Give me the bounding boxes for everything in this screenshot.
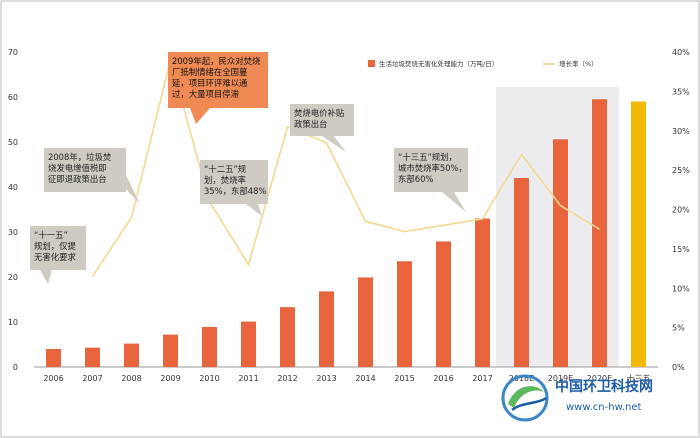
x-tick-label: 2012 [277,374,297,383]
callout-line: 厂抵制情绪在全国蔓 [172,67,248,77]
x-tick-label: 2009 [160,374,180,383]
callout-box [200,160,268,204]
y-left-tick-label: 70 [8,48,18,57]
x-tick-label: 2019E [548,374,573,383]
callout-line: 烧发电增值税即 [48,163,107,173]
y-right-tick-label: 15% [672,245,690,254]
x-tick-label: 2014 [355,374,375,383]
y-right-tick-label: 20% [672,206,690,215]
callout-line: 无害化要求 [34,252,76,262]
watermark: 中国环卫科技网 www.cn-hw.net [501,374,653,422]
callout-line: “十三五”规划， [398,152,457,162]
callout-line: 延，项目环评难以通 [172,78,248,88]
callout-line: 2008年，垃圾焚 [48,152,112,162]
callout-line: “十一五” [34,230,68,240]
callout-line: 东部60% [398,174,433,184]
bar [553,139,568,367]
y-left-tick-label: 40 [8,183,18,192]
x-tick-label: 2016 [433,374,453,383]
bar [436,241,451,367]
bar [280,307,295,367]
y-right-tick-label: 0% [672,363,685,372]
bar [163,334,178,367]
y-left-tick-label: 30 [8,228,18,237]
bar [124,343,139,367]
bar [592,99,607,367]
bar [202,326,217,367]
x-tick-label: 2018E [509,374,534,383]
watermark-logo-leaf [508,386,544,408]
bar [358,277,373,367]
callout-box [394,148,468,192]
x-tick-label: 2015 [394,374,414,383]
x-tick-label: 2010 [199,374,219,383]
callout-box [290,104,354,136]
watermark-site-name: 中国环卫科技网 [555,378,653,395]
callout-line: 2009年起，民众对焚烧 [172,56,261,66]
y-left-tick-label: 50 [8,138,18,147]
callout-line: 35%，东部48% [204,186,266,196]
callout-line: 城市焚烧率50%， [398,163,467,173]
callout-pointer [246,204,262,216]
callout-line: 划，焚烧率 [204,175,246,185]
y-right-tick-label: 40% [672,48,690,57]
callout-line: 征即退政策出台 [48,174,107,184]
callout-box [44,148,126,192]
bar [397,261,412,367]
x-tick-label: 2017 [472,374,492,383]
y-left-tick-label: 10 [8,318,18,327]
x-tick-label: 2007 [82,374,102,383]
callout-pointer [122,175,140,204]
y-left-tick-label: 0 [13,363,18,372]
callout-a6: “十三五”规划，城市焚烧率50%，东部60% [394,148,468,212]
callout-pointer [190,108,210,124]
callout-line: 过，大量项目停滞 [172,89,239,99]
callout-line: 焚烧电价补贴 [294,108,345,118]
watermark-logo-swoosh [511,396,547,412]
y-left-tick-label: 60 [8,93,18,102]
callout-box [168,52,268,108]
x-tick-label: 2011 [238,374,258,383]
callout-line: 政策出台 [294,119,328,129]
y-left-tick-label: 20 [8,273,18,282]
legend: 生活垃圾焚烧无害化处理能力（万吨/日） 增长率（%） [368,59,598,68]
callout-pointer [322,136,346,152]
callout-pointer [442,192,466,212]
watermark-url: www.cn-hw.net [566,402,642,413]
x-tick-label: 2006 [43,374,63,383]
x-tick-label: 2020E [587,374,612,383]
callout-box [30,226,86,270]
x-tick-label: 2013 [316,374,336,383]
bar [46,349,61,367]
callout-line: “十二五”规 [204,164,247,174]
bar [475,218,490,367]
x-tick-label: 2008 [121,374,141,383]
x-tick-label: 十三五 [627,373,651,383]
bar [241,321,256,367]
legend-label-line: 增长率（%） [559,59,598,68]
y-right-tick-label: 25% [672,166,690,175]
y-right-tick-label: 30% [672,127,690,136]
bar [319,291,334,367]
watermark-logo-ring [501,374,549,422]
y-right-tick-label: 35% [672,87,690,96]
callout-line: 规划，仅提 [34,241,76,251]
callout-pointer [40,270,52,284]
legend-label-bar: 生活垃圾焚烧无害化处理能力（万吨/日） [379,59,498,68]
bar [514,178,529,367]
y-right-tick-label: 10% [672,284,690,293]
legend-bar-swatch [368,60,375,67]
bar [631,101,646,367]
bar [85,347,100,367]
y-right-tick-label: 5% [672,324,685,333]
